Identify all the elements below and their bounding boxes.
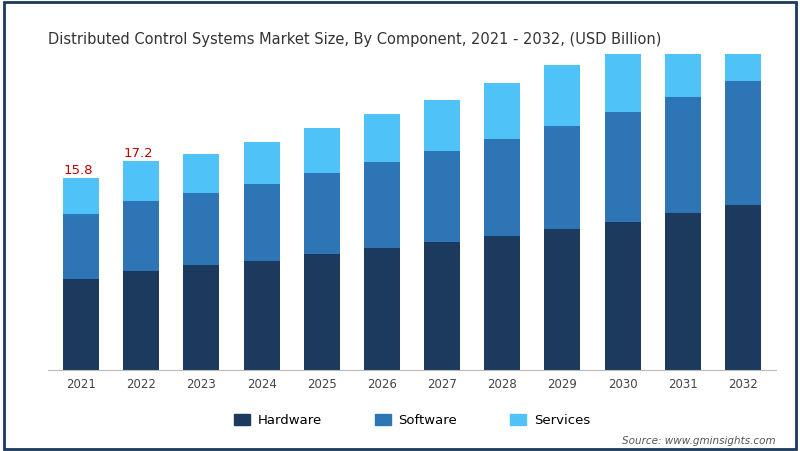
Bar [424,100,460,151]
Bar [725,3,761,81]
Bar [63,178,99,214]
Bar [484,139,520,236]
Bar [243,142,280,184]
Bar [364,114,400,162]
Bar [665,97,701,213]
Text: Distributed Control Systems Market Size, By Component, 2021 - 2032, (USD Billion: Distributed Control Systems Market Size,… [48,32,662,46]
Bar [183,154,219,193]
Bar [123,272,159,370]
Text: 17.2: 17.2 [123,147,153,160]
Bar [725,81,761,205]
Bar [243,184,280,261]
Bar [63,214,99,279]
Bar [605,112,641,222]
Bar [605,222,641,370]
Bar [544,229,581,370]
Bar [123,161,159,201]
Bar [424,242,460,370]
Bar [243,261,280,370]
Bar [544,126,581,229]
Text: 15.8: 15.8 [63,164,93,177]
Bar [304,128,340,173]
Legend: Hardware, Software, Services: Hardware, Software, Services [229,409,595,433]
Text: Source: www.gminsights.com: Source: www.gminsights.com [622,437,776,446]
Bar [484,83,520,139]
Bar [665,25,701,97]
Bar [304,254,340,370]
Bar [484,236,520,370]
Bar [605,47,641,112]
Bar [63,279,99,370]
Bar [665,213,701,370]
Bar [364,162,400,249]
Bar [364,249,400,370]
Bar [544,65,581,126]
Bar [725,205,761,370]
Bar [424,151,460,242]
Bar [183,193,219,265]
Bar [123,201,159,272]
Bar [304,173,340,254]
Bar [183,265,219,370]
